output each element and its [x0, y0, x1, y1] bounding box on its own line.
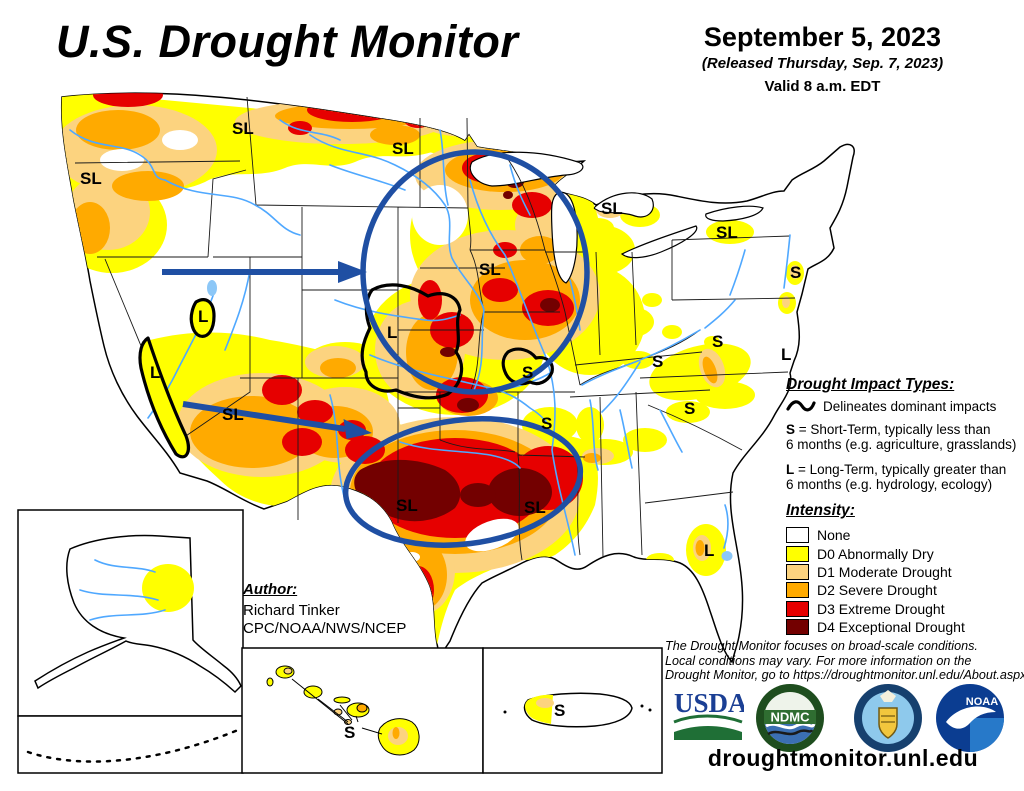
impact-label-montana: SL [232, 119, 254, 138]
impact-delineation-outlines [138, 283, 554, 459]
map-date: September 5, 2023 [703, 22, 942, 52]
impact-label-colorado-river: L [150, 363, 160, 382]
author-block: Author: Richard Tinker CPC/NOAA/NWS/NCEP [243, 581, 406, 638]
impact-label-arizona: SL [222, 405, 244, 424]
disclaimer-line1: The Drought Monitor focuses on broad-sca… [665, 639, 978, 653]
author-heading: Author: [243, 581, 298, 598]
valid-time: Valid 8 a.m. EDT [764, 78, 881, 95]
intensity-label-d3: D3 Extreme Drought [817, 600, 945, 617]
impact-label-texas: SL [396, 496, 418, 515]
page-title: U.S. Drought Monitor [56, 16, 519, 67]
small-island [648, 708, 652, 712]
southwest-arrow-annotation [182, 401, 346, 432]
small-island [503, 710, 507, 714]
lake-huron [593, 192, 654, 218]
ndmc-logo: NDMC [754, 682, 826, 759]
impact-label-louisiana: SL [524, 498, 546, 517]
delineates-label: Delineates dominant impacts [823, 398, 997, 414]
intensity-heading: Intensity: [786, 502, 855, 519]
footer-url: droughtmonitor.unl.edu [707, 745, 979, 771]
impact-label-iowa: SL [479, 260, 501, 279]
impact-label-puerto-rico: S [554, 701, 565, 720]
lake-okeechobee [721, 551, 733, 561]
impact-label-utah: L [198, 307, 208, 326]
long-term-line2: 6 months (e.g. hydrology, ecology) [786, 477, 993, 492]
annotations [162, 149, 590, 548]
usda-logo-text: USDA [674, 688, 744, 718]
long-term-line1: L = Long-Term, typically greater than [786, 462, 1007, 477]
impact-label-south-carolina: S [684, 399, 695, 418]
impact-label-missouri: S [522, 363, 533, 382]
intensity-label-d2: D2 Severe Drought [817, 582, 937, 599]
impact-label-virginia: S [712, 332, 723, 351]
noaa-logo: NOAA [934, 682, 1006, 759]
impact-label-north-dakota: SL [392, 139, 414, 158]
hawaii-pointer-lines [291, 678, 383, 735]
intensity-label-d4: D4 Exceptional Drought [817, 619, 965, 636]
no-drought-holes [100, 130, 519, 562]
date-block: September 5, 2023 (Released Thursday, Se… [650, 22, 995, 95]
south-ellipse-annotation [342, 416, 584, 548]
swatch-d2 [786, 582, 809, 599]
impact-types-legend: Drought Impact Types: Delineates dominan… [786, 377, 1024, 502]
short-term-line1: S = Short-Term, typically less than [786, 422, 991, 437]
puerto-rico-d1-area [536, 698, 554, 708]
hawaii-islands [266, 665, 420, 756]
alaska-rivers [79, 559, 166, 621]
alaska-inset [17, 509, 244, 774]
small-island [640, 704, 644, 708]
squiggle-icon [786, 400, 816, 412]
impact-label-arkansas: S [541, 414, 552, 433]
noaa-logo-text: NOAA [966, 696, 998, 708]
author-name: Richard Tinker [243, 602, 340, 619]
aleutian-islands [26, 728, 240, 763]
state-borders [74, 96, 796, 561]
lake-ontario [705, 205, 764, 222]
author-org: CPC/NOAA/NWS/NCEP [243, 620, 407, 637]
disclaimer-line2: Local conditions may vary. For more info… [665, 653, 972, 668]
impact-label-michigan: SL [601, 199, 623, 218]
impact-label-nebraska-kansas: L [387, 323, 397, 342]
puerto-rico-inset [482, 647, 663, 774]
great-salt-lake [207, 280, 217, 296]
west-arrow-head [338, 261, 367, 283]
swatch-d1 [786, 563, 809, 580]
intensity-label-none: None [817, 527, 851, 544]
great-lakes [469, 151, 764, 284]
hawaii-inset [241, 647, 484, 774]
commerce-seal [852, 682, 924, 759]
aleutians-inset-box [17, 715, 244, 774]
southwest-arrow-head [343, 419, 372, 439]
disclaimer: The Drought Monitor focuses on broad-sca… [665, 639, 1024, 683]
ndmc-logo-text: NDMC [771, 710, 811, 725]
intensity-legend: Intensity: None D0 Abnormally Dry D1 Mod… [786, 502, 1024, 636]
release-date: (Released Thursday, Sep. 7, 2023) [701, 55, 944, 72]
lake-superior [469, 151, 584, 187]
impact-label-new-york: SL [716, 223, 738, 242]
lake-erie [620, 225, 698, 259]
swatch-d0 [786, 545, 809, 562]
impact-label-florida: L [704, 541, 714, 560]
swatch-d3 [786, 600, 809, 617]
impact-label-hawaii: S [344, 723, 355, 742]
impact-label-kentucky: S [652, 352, 663, 371]
swatch-none [786, 527, 809, 544]
impact-labels: SL SL SL SL SL S SL L L L SL S S L S S S… [80, 119, 801, 742]
impact-label-new-jersey: S [790, 263, 801, 282]
short-term-line2: 6 months (e.g. agriculture, grasslands) [786, 437, 1017, 452]
swatch-d4 [786, 619, 809, 636]
disclaimer-line3: Drought Monitor, go to https://droughtmo… [665, 668, 1024, 683]
impact-types-heading: Drought Impact Types: [786, 376, 955, 393]
usda-logo: USDA [672, 686, 748, 748]
impact-label-oregon: SL [80, 169, 102, 188]
impact-label-chesapeake: L [781, 345, 791, 364]
intensity-label-d0: D0 Abnormally Dry [817, 545, 934, 562]
intensity-label-d1: D1 Moderate Drought [817, 563, 952, 580]
